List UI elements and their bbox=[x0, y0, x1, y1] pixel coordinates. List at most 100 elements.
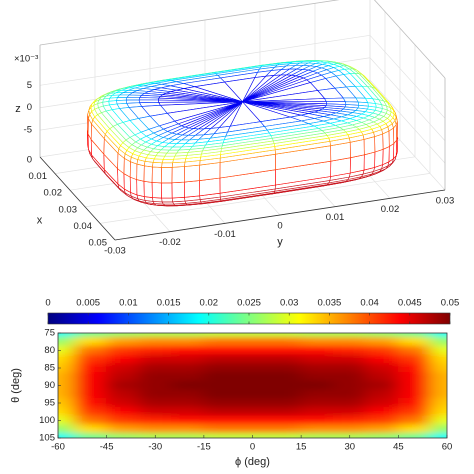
heatmap-cell bbox=[300, 406, 335, 417]
heatmap-cell bbox=[300, 336, 335, 347]
heatmap-cell bbox=[365, 433, 399, 438]
mesh-face bbox=[152, 161, 163, 168]
heatmap-cell bbox=[138, 363, 172, 373]
heatmap-cell bbox=[365, 406, 399, 417]
surface-mesh bbox=[86, 60, 399, 207]
heatmap-cell bbox=[397, 354, 432, 365]
mesh-face bbox=[363, 136, 376, 156]
heatmap-cell bbox=[300, 424, 335, 435]
heatmap-cell bbox=[300, 371, 335, 382]
mesh-face bbox=[136, 163, 145, 182]
heatmap-cell bbox=[430, 398, 447, 408]
axis-box bbox=[39, 0, 340, 46]
heatmap-cell bbox=[106, 345, 140, 356]
heatmap-cell bbox=[203, 406, 237, 417]
heatmap-cell bbox=[268, 363, 302, 373]
mesh-face bbox=[161, 197, 174, 203]
heatmap-cell bbox=[106, 389, 140, 400]
heatmap-cell bbox=[73, 354, 108, 365]
heatmap-cell bbox=[397, 371, 432, 382]
heatmap-cell bbox=[203, 433, 237, 438]
heatmap-cell bbox=[170, 336, 205, 347]
y-tick-label: 0.01 bbox=[326, 212, 345, 223]
heatmap-cell bbox=[333, 380, 367, 391]
heatmap-cell bbox=[268, 389, 302, 400]
mesh-face bbox=[374, 148, 384, 168]
heatmap-cell bbox=[365, 389, 399, 400]
heatmap-cell bbox=[138, 336, 172, 347]
heatmap-cell bbox=[300, 433, 335, 438]
heatmap-cell bbox=[268, 406, 302, 417]
x-tick-label: -15 bbox=[197, 442, 211, 453]
heatmap-cell bbox=[333, 345, 367, 356]
heatmap-cell bbox=[73, 345, 108, 356]
heatmap-cell bbox=[300, 333, 335, 338]
heatmap-cell bbox=[73, 389, 108, 400]
heatmap-cell bbox=[73, 433, 108, 438]
colorbar-tick-label: 0.02 bbox=[200, 298, 219, 309]
heatmap-cell bbox=[397, 406, 432, 417]
y-axis-label: y bbox=[277, 236, 283, 248]
heatmap-cell bbox=[430, 415, 447, 426]
grid-line bbox=[369, 35, 446, 119]
heatmap-area bbox=[58, 333, 447, 438]
heatmap-cell bbox=[106, 380, 140, 391]
colorbar-tick-label: 0 bbox=[45, 298, 50, 309]
heatmap-cell bbox=[365, 424, 399, 435]
heatmap-cell bbox=[397, 398, 432, 408]
axis-line bbox=[114, 189, 446, 241]
x-tick-label: 0.03 bbox=[59, 204, 78, 215]
y-tick-label: 95 bbox=[44, 398, 55, 409]
colorbar-tick-label: 0.01 bbox=[119, 298, 138, 309]
y-tick-label: 0 bbox=[277, 221, 282, 232]
x-tick-label: 0.04 bbox=[74, 221, 93, 232]
y-tick-label: 75 bbox=[44, 328, 55, 339]
heatmap-cell bbox=[430, 406, 447, 417]
heatmap-cell bbox=[268, 345, 302, 356]
heatmap-cell bbox=[268, 398, 302, 408]
colorbar-tick-label: 0.035 bbox=[318, 298, 342, 309]
axis-line bbox=[39, 156, 116, 241]
z-tick-label: 0 bbox=[27, 102, 32, 113]
heatmap-cell bbox=[365, 371, 399, 382]
heatmap-cell bbox=[138, 371, 172, 382]
heatmap-cell bbox=[333, 406, 367, 417]
heatmap-cell bbox=[333, 415, 367, 426]
heatmap-cell bbox=[203, 389, 237, 400]
mesh-face bbox=[171, 181, 185, 199]
heatmap-cell bbox=[365, 333, 399, 338]
heatmap-cell bbox=[430, 363, 447, 373]
mesh-face bbox=[199, 177, 221, 197]
y-tick-label: -0.01 bbox=[214, 229, 236, 240]
mesh-face bbox=[161, 162, 174, 168]
heatmap-cell bbox=[430, 354, 447, 365]
x-tick-label: 0.01 bbox=[29, 171, 48, 182]
heatmap-cell bbox=[58, 424, 75, 435]
heatmap-cell bbox=[106, 415, 140, 426]
x-tick-label: -45 bbox=[100, 442, 114, 453]
heatmap-cell bbox=[58, 389, 75, 400]
heatmap-cell bbox=[300, 345, 335, 356]
heatmap-cell bbox=[170, 415, 205, 426]
mesh-face bbox=[129, 176, 138, 196]
heatmap-cell bbox=[430, 345, 447, 356]
heatmap-cell bbox=[235, 354, 270, 365]
heatmap-cell bbox=[58, 345, 75, 356]
heatmap-cell bbox=[333, 389, 367, 400]
mesh-face bbox=[151, 166, 162, 184]
heatmap-cell bbox=[365, 398, 399, 408]
heatmap-cell bbox=[430, 380, 447, 391]
x-axis-label: x bbox=[37, 214, 43, 226]
heatmap-cell bbox=[106, 354, 140, 365]
heatmap-cell bbox=[106, 424, 140, 435]
heatmap-cell bbox=[235, 406, 270, 417]
x-tick-label: -30 bbox=[148, 442, 162, 453]
heatmap-cell bbox=[170, 433, 205, 438]
heatmap-cell bbox=[333, 371, 367, 382]
heatmap-cell bbox=[300, 415, 335, 426]
y-tick-label: 85 bbox=[44, 363, 55, 374]
heatmap-cell bbox=[235, 424, 270, 435]
axis-box bbox=[373, 0, 446, 79]
z-tick-label: 5 bbox=[27, 80, 32, 91]
